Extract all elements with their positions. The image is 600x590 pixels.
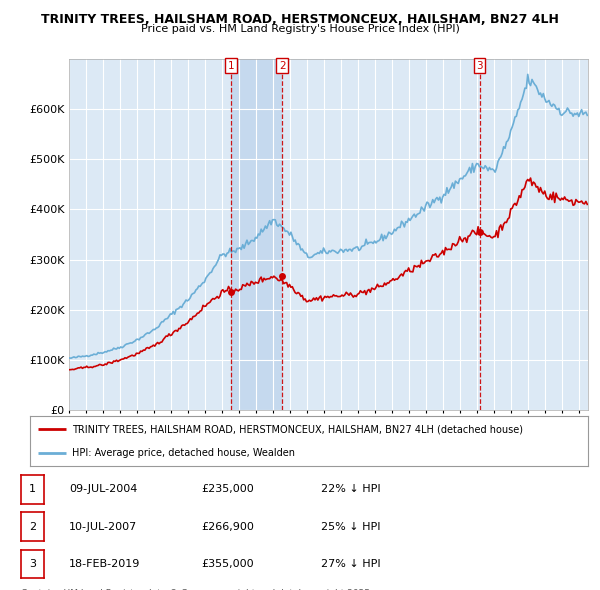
Text: 18-FEB-2019: 18-FEB-2019 [69,559,140,569]
Text: 27% ↓ HPI: 27% ↓ HPI [321,559,380,569]
Text: £355,000: £355,000 [201,559,254,569]
Text: £235,000: £235,000 [201,484,254,494]
Text: HPI: Average price, detached house, Wealden: HPI: Average price, detached house, Weal… [72,448,295,458]
Text: TRINITY TREES, HAILSHAM ROAD, HERSTMONCEUX, HAILSHAM, BN27 4LH (detached house): TRINITY TREES, HAILSHAM ROAD, HERSTMONCE… [72,424,523,434]
Text: Contains HM Land Registry data © Crown copyright and database right 2025.: Contains HM Land Registry data © Crown c… [21,589,373,590]
Text: 3: 3 [476,61,483,71]
Text: 25% ↓ HPI: 25% ↓ HPI [321,522,380,532]
Text: £266,900: £266,900 [201,522,254,532]
Text: 22% ↓ HPI: 22% ↓ HPI [321,484,380,494]
Text: 3: 3 [29,559,36,569]
Text: 1: 1 [228,61,235,71]
Text: 1: 1 [29,484,36,494]
Bar [231,59,282,410]
Text: 09-JUL-2004: 09-JUL-2004 [69,484,137,494]
Text: 2: 2 [29,522,36,532]
Text: Price paid vs. HM Land Registry's House Price Index (HPI): Price paid vs. HM Land Registry's House … [140,24,460,34]
Text: 10-JUL-2007: 10-JUL-2007 [69,522,137,532]
Text: TRINITY TREES, HAILSHAM ROAD, HERSTMONCEUX, HAILSHAM, BN27 4LH: TRINITY TREES, HAILSHAM ROAD, HERSTMONCE… [41,13,559,26]
Text: 2: 2 [279,61,286,71]
